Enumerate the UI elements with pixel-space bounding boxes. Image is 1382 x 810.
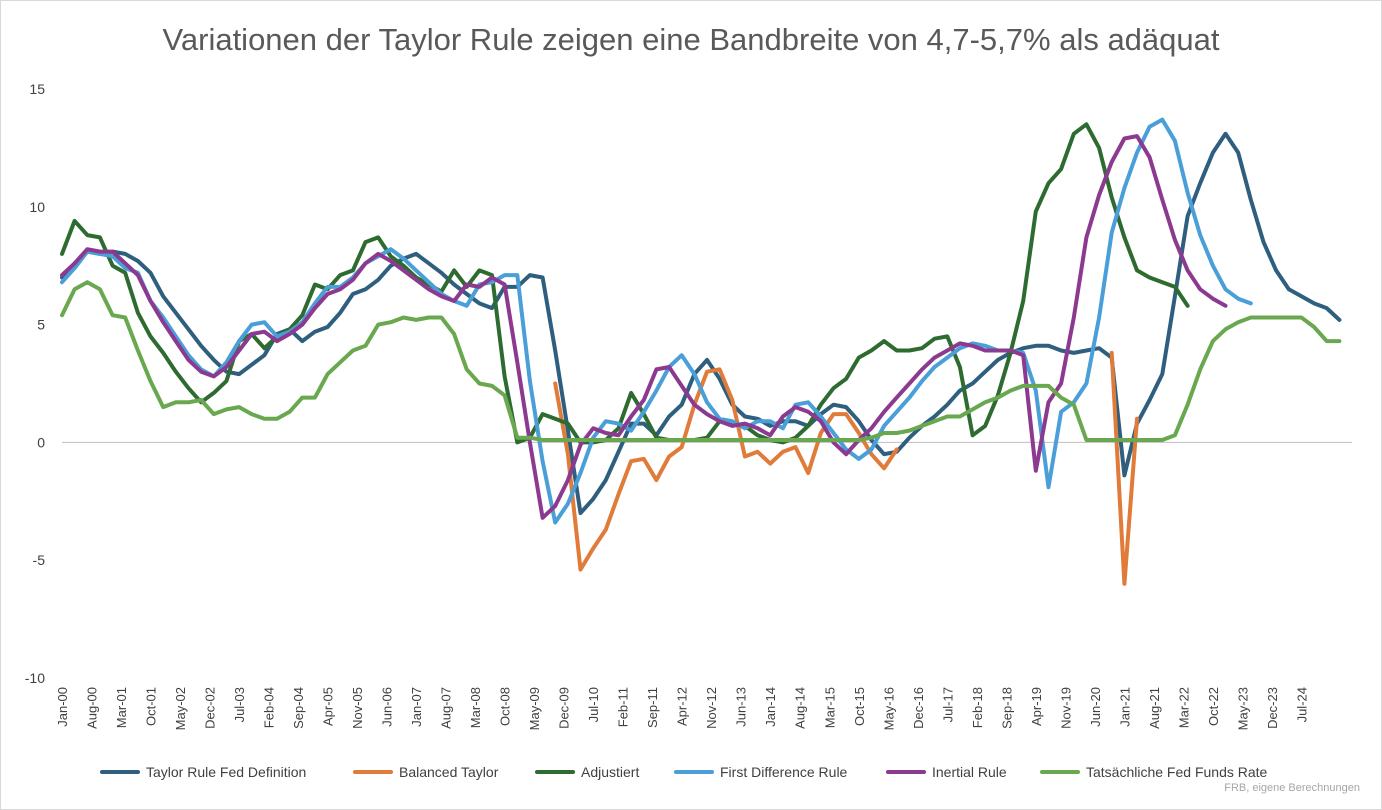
x-tick-label: Jun-06 bbox=[380, 687, 395, 727]
x-tick-label: Jan-21 bbox=[1117, 687, 1132, 727]
x-tick-label: Dec-02 bbox=[203, 687, 218, 729]
legend-item-adjustiert: Adjustiert bbox=[535, 760, 639, 784]
x-tick-label: Jun-13 bbox=[734, 687, 749, 727]
x-tick-label: Jul-10 bbox=[586, 687, 601, 722]
y-tick-label: -10 bbox=[25, 670, 45, 686]
line-chart: 15 10 5 0 -5 -10 Jan-00 Aug-00 Mar-01 Oct-01 May-… bbox=[25, 81, 1352, 730]
x-tick-label: Jul-03 bbox=[232, 687, 247, 722]
x-tick-label: Sep-04 bbox=[291, 687, 306, 729]
legend-label: Tatsächliche Fed Funds Rate bbox=[1086, 764, 1268, 780]
x-tick-label: Feb-11 bbox=[616, 687, 631, 727]
legend-item-balanced-taylor: Balanced Taylor bbox=[353, 760, 498, 784]
x-tick-label: Jul-24 bbox=[1294, 687, 1309, 722]
x-tick-label: Jan-07 bbox=[409, 687, 424, 727]
series-line-inertial-rule bbox=[60, 134, 1228, 520]
x-tick-label: Jan-00 bbox=[55, 687, 70, 727]
series-line-first-difference-rule bbox=[60, 117, 1253, 525]
x-axis-ticks: Jan-00 Aug-00 Mar-01 Oct-01 May-02 Dec-02 Jul-… bbox=[55, 687, 1309, 730]
x-tick-label: Feb-18 bbox=[970, 687, 985, 728]
x-tick-label: Mar-22 bbox=[1176, 687, 1191, 728]
x-tick-label: Dec-16 bbox=[911, 687, 926, 729]
x-tick-label: Jun-20 bbox=[1088, 687, 1103, 727]
legend-swatch bbox=[886, 770, 926, 774]
legend-swatch bbox=[535, 770, 575, 774]
x-tick-label: Aug-07 bbox=[439, 687, 454, 729]
x-tick-label: Aug-00 bbox=[85, 687, 100, 729]
source-note: FRB, eigene Berechnungen bbox=[1224, 782, 1360, 794]
x-tick-label: Dec-09 bbox=[557, 687, 572, 729]
x-tick-label: Jul-17 bbox=[940, 687, 955, 722]
legend-swatch bbox=[674, 770, 714, 774]
legend-item-inertial-rule: Inertial Rule bbox=[886, 760, 1007, 784]
legend-label: Adjustiert bbox=[581, 764, 640, 780]
x-tick-label: May-16 bbox=[881, 687, 896, 730]
x-tick-label: Jan-14 bbox=[763, 687, 778, 727]
series-lines bbox=[60, 117, 1342, 586]
legend: Taylor Rule Fed Definition Balanced Taylo… bbox=[0, 760, 1382, 784]
x-tick-label: Aug-21 bbox=[1147, 687, 1162, 729]
x-tick-label: Oct-15 bbox=[852, 687, 867, 726]
x-tick-label: Feb-04 bbox=[262, 687, 277, 728]
x-tick-label: Oct-01 bbox=[144, 687, 159, 726]
x-tick-label: Apr-19 bbox=[1029, 687, 1044, 726]
x-tick-label: May-09 bbox=[527, 687, 542, 730]
legend-item-taylor-rule-fed-definition: Taylor Rule Fed Definition bbox=[100, 760, 306, 784]
legend-item-tatsachliche-fed-funds-rate: Tatsächliche Fed Funds Rate bbox=[1040, 760, 1267, 784]
legend-label: First Difference Rule bbox=[720, 764, 848, 780]
legend-item-first-difference-rule: First Difference Rule bbox=[674, 760, 847, 784]
x-tick-label: Nov-05 bbox=[350, 687, 365, 729]
series-line-adjustiert bbox=[60, 122, 1190, 445]
x-tick-label: Oct-22 bbox=[1206, 687, 1221, 726]
legend-swatch bbox=[353, 770, 393, 774]
y-tick-label: -5 bbox=[33, 552, 46, 568]
series-line-balanced-taylor bbox=[553, 350, 1139, 586]
chart-title: Variationen der Taylor Rule zeigen eine … bbox=[162, 22, 1220, 57]
x-tick-label: Nov-12 bbox=[704, 687, 719, 729]
x-tick-label: Aug-14 bbox=[793, 687, 808, 729]
legend-label: Balanced Taylor bbox=[399, 764, 499, 780]
x-tick-label: May-23 bbox=[1235, 687, 1250, 730]
x-tick-label: Apr-05 bbox=[321, 687, 336, 726]
y-tick-label: 15 bbox=[29, 81, 45, 97]
y-tick-label: 0 bbox=[37, 434, 45, 450]
y-axis-ticks: 15 10 5 0 -5 -10 bbox=[25, 81, 45, 686]
x-tick-label: Nov-19 bbox=[1058, 687, 1073, 729]
x-tick-label: Sep-18 bbox=[999, 687, 1014, 729]
x-tick-label: Oct-08 bbox=[498, 687, 513, 726]
x-tick-label: Apr-12 bbox=[675, 687, 690, 726]
legend-swatch bbox=[100, 770, 140, 774]
series-line-tatsachliche-fed-funds-rate bbox=[60, 280, 1342, 442]
x-tick-label: May-02 bbox=[173, 687, 188, 730]
x-tick-label: Sep-11 bbox=[645, 687, 660, 728]
legend-label: Taylor Rule Fed Definition bbox=[146, 764, 307, 780]
x-tick-label: Mar-15 bbox=[822, 687, 837, 728]
x-tick-label: Mar-08 bbox=[468, 687, 483, 728]
y-tick-label: 10 bbox=[29, 199, 45, 215]
legend-label: Inertial Rule bbox=[932, 764, 1007, 780]
y-tick-label: 5 bbox=[37, 317, 45, 333]
legend-swatch bbox=[1040, 770, 1080, 774]
x-tick-label: Mar-01 bbox=[114, 687, 129, 728]
x-tick-label: Dec-23 bbox=[1265, 687, 1280, 729]
